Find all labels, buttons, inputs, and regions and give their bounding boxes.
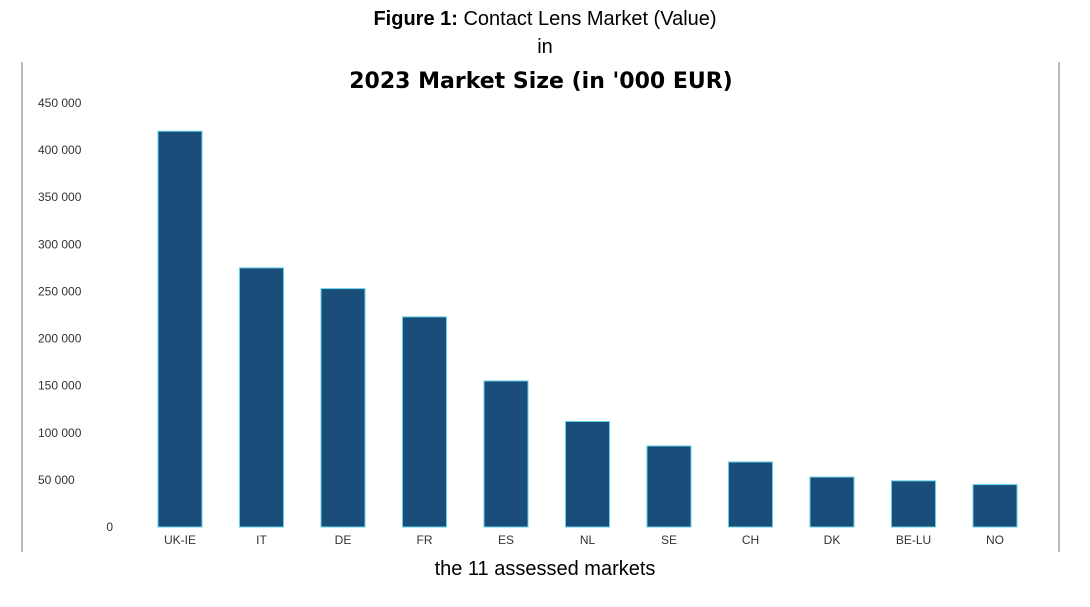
bar-de [320, 288, 366, 528]
y-tick-label: 300 000 [38, 237, 82, 251]
bar-ch [728, 461, 773, 528]
bar-uk-ie [157, 130, 203, 528]
bar-se [646, 445, 692, 528]
y-tick-label: 0 [106, 520, 113, 534]
x-tick-label: NO [986, 533, 1004, 547]
y-tick-label: 200 000 [38, 332, 82, 346]
y-tick-label: 350 000 [38, 190, 82, 204]
y-tick-label: 50 000 [38, 473, 75, 487]
bar-nl [565, 420, 610, 528]
bar-be-lu [891, 480, 936, 528]
y-tick-label: 400 000 [38, 143, 82, 157]
figure-caption-text: Contact Lens Market (Value) [457, 8, 717, 30]
chart-title: 2023 Market Size (in '000 EUR) [349, 69, 733, 94]
x-tick-label: DK [824, 533, 841, 547]
bar-fr [402, 316, 447, 528]
x-tick-label: NL [580, 533, 596, 547]
bar-es [483, 380, 529, 528]
y-tick-label: 100 000 [38, 426, 82, 440]
x-tick-label: ES [498, 533, 514, 547]
bar-chart: 2023 Market Size (in '000 EUR) 0 50 000 100… [38, 69, 1018, 547]
figure-caption-line-3: the 11 assessed markets [434, 558, 656, 580]
figure-caption-line-1: Figure 1: Contact Lens Market (Value) [0, 8, 1090, 31]
x-tick-label: BE-LU [896, 533, 931, 547]
x-tick-label: FR [417, 533, 433, 547]
y-tick-label: 450 000 [38, 96, 82, 110]
bar-dk [809, 476, 855, 528]
x-tick-label: SE [661, 533, 677, 547]
chart-frame-right-border [1058, 62, 1060, 552]
figure-caption-line-2: in [537, 36, 553, 58]
x-tick-label: UK-IE [164, 533, 196, 547]
figure-label: Figure 1: [373, 8, 458, 30]
x-tick-label: IT [256, 533, 267, 547]
y-tick-label: 150 000 [38, 379, 82, 393]
chart-frame-left-border [21, 62, 23, 552]
x-tick-label: CH [742, 533, 759, 547]
x-tick-label: DE [335, 533, 352, 547]
y-tick-label: 250 000 [38, 284, 82, 298]
bar-no [972, 484, 1018, 528]
bar-it [239, 267, 284, 528]
